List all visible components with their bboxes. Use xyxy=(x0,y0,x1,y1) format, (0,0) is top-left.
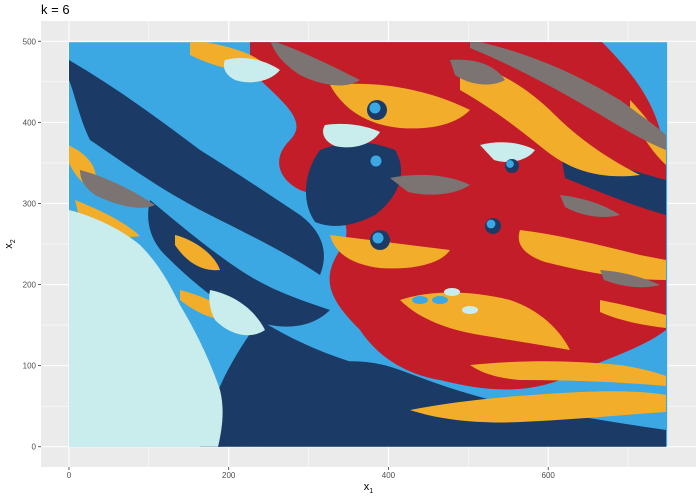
y-tick-label: 200 xyxy=(23,281,37,290)
x-axis-label: x1 xyxy=(364,481,374,495)
raster-region-5 xyxy=(148,200,330,327)
y-axis-ticks: 0 100 200 300 400 500 xyxy=(23,37,41,452)
splash-blob-3 xyxy=(462,306,478,314)
x-tick-label: 400 xyxy=(382,471,396,480)
y-tick-label: 0 xyxy=(32,443,37,452)
raster-region-4 xyxy=(68,60,324,275)
raster-image xyxy=(68,42,668,447)
raster-region-29 xyxy=(450,59,505,85)
raster-region-23 xyxy=(209,290,265,336)
raster-region-27 xyxy=(270,42,360,86)
x-tick-label: 600 xyxy=(542,471,556,480)
raster-region-25 xyxy=(323,123,380,148)
raster-region-26 xyxy=(480,142,535,162)
x-tick-label: 200 xyxy=(222,471,236,480)
raster-region-13 xyxy=(400,292,570,350)
droplet-highlight-2 xyxy=(506,160,514,168)
splash-blob-0 xyxy=(432,296,448,304)
chart-title: k = 6 xyxy=(41,2,70,17)
splash-blob-1 xyxy=(444,288,460,296)
raster-region-12 xyxy=(330,235,450,269)
x-tick-label: 0 xyxy=(67,471,72,480)
raster-region-28 xyxy=(470,42,666,150)
raster-region-33 xyxy=(600,270,660,288)
raster-region-14 xyxy=(410,391,666,423)
raster-region-30 xyxy=(80,170,155,208)
raster-region-15 xyxy=(470,361,666,386)
y-tick-label: 300 xyxy=(23,199,37,208)
raster-region-20 xyxy=(600,300,666,328)
raster-region-22 xyxy=(68,210,223,447)
raster-region-24 xyxy=(223,58,280,83)
raster-region-32 xyxy=(560,195,620,218)
splash-blob-2 xyxy=(422,306,438,314)
raster-region-3 xyxy=(200,320,440,447)
splash-blob-5 xyxy=(452,316,468,324)
y-tick-label: 500 xyxy=(23,37,37,46)
raster-region-11 xyxy=(518,230,666,280)
raster-region-18 xyxy=(175,235,220,271)
raster-region-31 xyxy=(390,174,470,195)
droplet-highlight-4 xyxy=(372,232,384,244)
y-tick-label: 400 xyxy=(23,118,37,127)
x-axis-ticks: 0 200 400 600 xyxy=(67,467,556,480)
y-tick-label: 100 xyxy=(23,362,37,371)
splash-blob-4 xyxy=(412,296,428,304)
raster-region-9 xyxy=(330,83,470,129)
droplet-highlight-0 xyxy=(369,102,381,114)
raster-region-10 xyxy=(460,60,640,177)
droplet-highlight-1 xyxy=(370,155,382,167)
droplet-highlight-3 xyxy=(486,219,496,229)
y-axis-label: x2 xyxy=(3,239,17,249)
raster-region-17 xyxy=(75,200,140,237)
